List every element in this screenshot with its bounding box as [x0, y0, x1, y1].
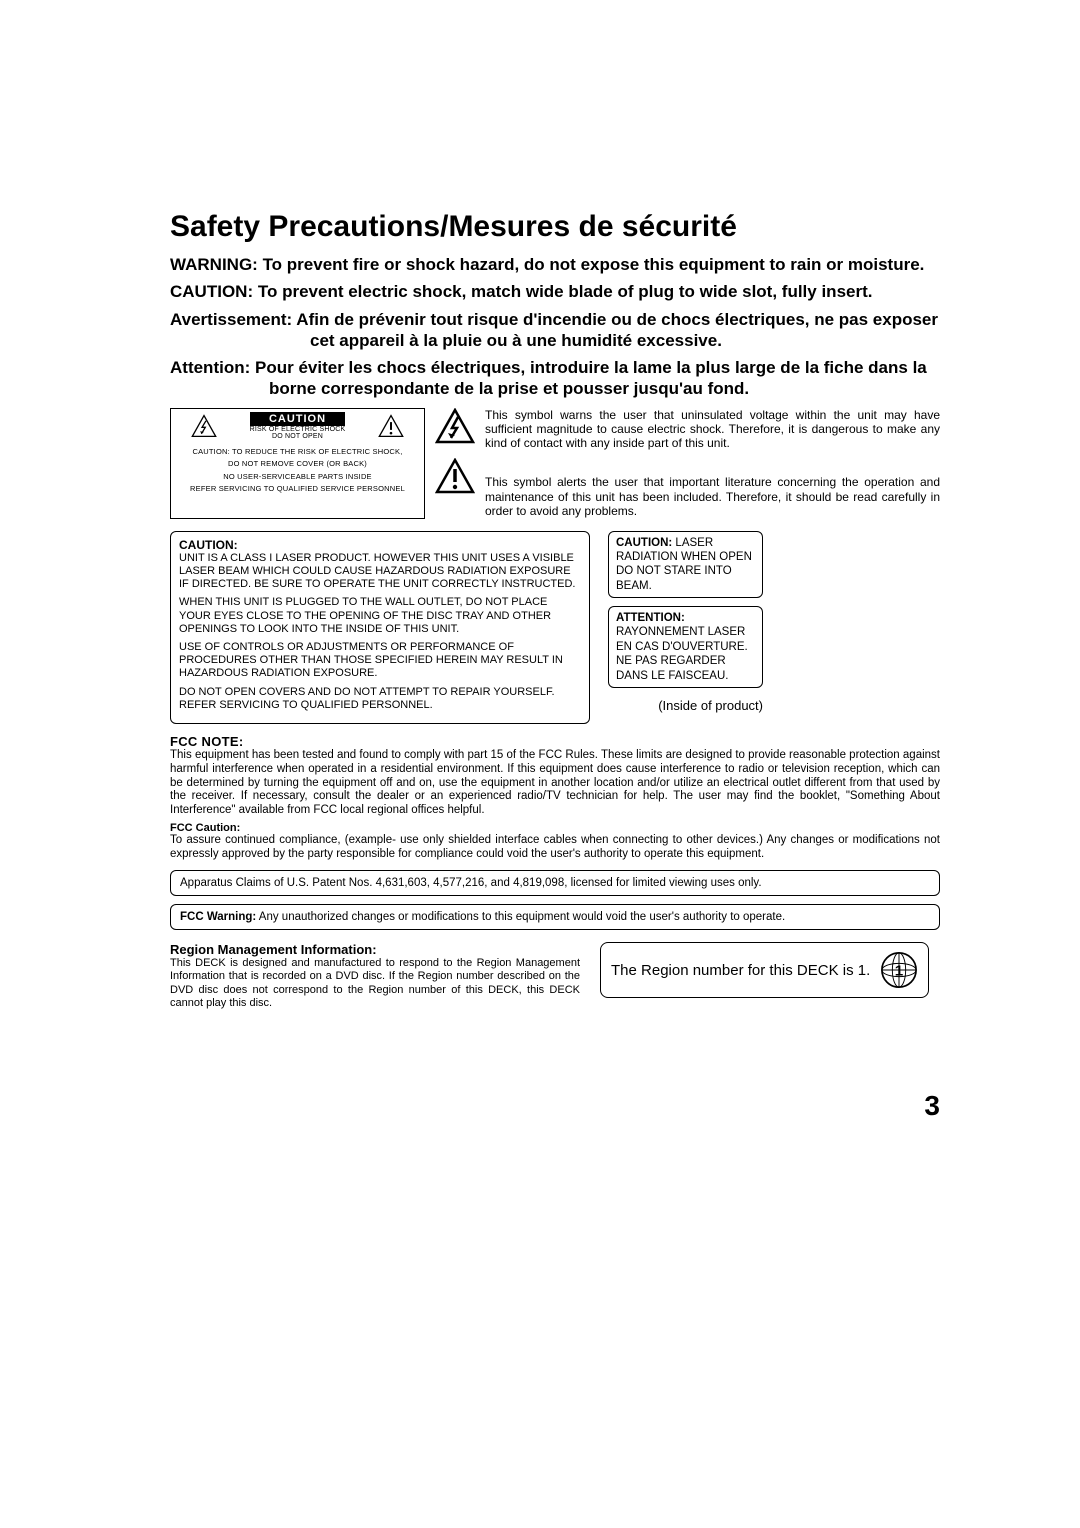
caution-instr1: CAUTION: TO REDUCE THE RISK OF ELECTRIC …	[192, 448, 402, 457]
side-caution-fr-hdr: ATTENTION:	[616, 612, 685, 624]
attention-fr: Attention: Pour éviter les chocs électri…	[170, 357, 940, 400]
laser-caution-p1: UNIT IS A CLASS I LASER PRODUCT. HOWEVER…	[179, 552, 581, 592]
laser-caution-p2: WHEN THIS UNIT IS PLUGGED TO THE WALL OU…	[179, 596, 581, 636]
side-caution-en-hdr: CAUTION:	[616, 537, 672, 549]
side-caution-fr-body: RAYONNEMENT LASER EN CAS D'OUVERTURE. NE…	[616, 626, 748, 681]
exclaim-symbol-desc: This symbol alerts the user that importa…	[485, 475, 940, 518]
caution-en: CAUTION: To prevent electric shock, matc…	[170, 281, 940, 302]
fcc-note-section: FCC NOTE: This equipment has been tested…	[170, 734, 940, 862]
globe-region-icon: 1	[880, 951, 918, 989]
region-hdr: Region Management Information:	[170, 942, 580, 957]
symbol-icons-column	[435, 408, 475, 519]
warning-label: WARNING:	[170, 255, 258, 274]
laser-caution-box: CAUTION: UNIT IS A CLASS I LASER PRODUCT…	[170, 531, 590, 724]
region-number-box: The Region number for this DECK is 1. 1	[600, 942, 929, 998]
svg-text:1: 1	[895, 963, 904, 980]
side-caution-en: CAUTION: LASER RADIATION WHEN OPEN DO NO…	[608, 531, 763, 599]
region-body: This DECK is designed and manufactured t…	[170, 957, 580, 1010]
avert-label: Avertissement:	[170, 310, 292, 329]
avert-text: Afin de prévenir tout risque d'incendie …	[296, 310, 938, 350]
document-page: Safety Precautions/Mesures de sécurité W…	[170, 210, 940, 1010]
laser-caution-section: CAUTION: UNIT IS A CLASS I LASER PRODUCT…	[170, 531, 940, 724]
fcc-caution-body: To assure continued compliance, (example…	[170, 834, 940, 862]
symbol-descriptions: This symbol warns the user that uninsula…	[485, 408, 940, 519]
caution-sub2: DO NOT OPEN	[250, 433, 346, 440]
fcc-caution-hdr: FCC Caution:	[170, 822, 940, 834]
exclaim-triangle-icon	[378, 414, 404, 438]
laser-caution-p4: DO NOT OPEN COVERS AND DO NOT ATTEMPT TO…	[179, 686, 581, 712]
fcc-warning-box: FCC Warning: Any unauthorized changes or…	[170, 904, 940, 930]
laser-caution-hdr: CAUTION:	[179, 538, 581, 552]
bolt-symbol-desc: This symbol warns the user that uninsula…	[485, 408, 940, 451]
laser-side-column: CAUTION: LASER RADIATION WHEN OPEN DO NO…	[608, 531, 763, 724]
patent-box: Apparatus Claims of U.S. Patent Nos. 4,6…	[170, 870, 940, 896]
caution-instr3: NO USER-SERVICEABLE PARTS INSIDE	[223, 473, 372, 482]
caution-black-label: CAUTION	[250, 412, 346, 426]
page-title: Safety Precautions/Mesures de sécurité	[170, 210, 940, 244]
laser-caution-p3: USE OF CONTROLS OR ADJUSTMENTS OR PERFOR…	[179, 641, 581, 681]
symbol-explanation-row: CAUTION RISK OF ELECTRIC SHOCK DO NOT OP…	[170, 408, 940, 519]
attention-text: Pour éviter les chocs électriques, intro…	[255, 358, 927, 398]
fcc-note-body: This equipment has been tested and found…	[170, 749, 940, 818]
side-caution-fr: ATTENTION: RAYONNEMENT LASER EN CAS D'OU…	[608, 606, 763, 688]
caution-instr2: DO NOT REMOVE COVER (OR BACK)	[228, 460, 367, 469]
bolt-triangle-icon	[191, 414, 217, 438]
caution-text: To prevent electric shock, match wide bl…	[258, 282, 873, 301]
warning-en: WARNING: To prevent fire or shock hazard…	[170, 254, 940, 275]
fcc-warning-body: Any unauthorized changes or modification…	[259, 911, 785, 923]
caution-sub1: RISK OF ELECTRIC SHOCK	[250, 426, 346, 433]
caution-label: CAUTION:	[170, 282, 253, 301]
caution-plate: CAUTION RISK OF ELECTRIC SHOCK DO NOT OP…	[170, 408, 425, 519]
fcc-warning-label: FCC Warning:	[180, 911, 256, 923]
attention-label: Attention:	[170, 358, 250, 377]
inside-product-note: (Inside of product)	[608, 698, 763, 713]
warning-text: To prevent fire or shock hazard, do not …	[263, 255, 925, 274]
region-box-text: The Region number for this DECK is 1.	[611, 962, 870, 979]
region-info-column: Region Management Information: This DECK…	[170, 942, 580, 1010]
page-number: 3	[924, 1090, 940, 1122]
avertissement-fr: Avertissement: Afin de prévenir tout ris…	[170, 309, 940, 352]
fcc-note-hdr: FCC NOTE:	[170, 734, 940, 749]
caution-instr4: REFER SERVICING TO QUALIFIED SERVICE PER…	[190, 485, 405, 494]
bolt-triangle-large-icon	[435, 408, 475, 444]
exclaim-triangle-large-icon	[435, 458, 475, 494]
region-row: Region Management Information: This DECK…	[170, 942, 940, 1010]
